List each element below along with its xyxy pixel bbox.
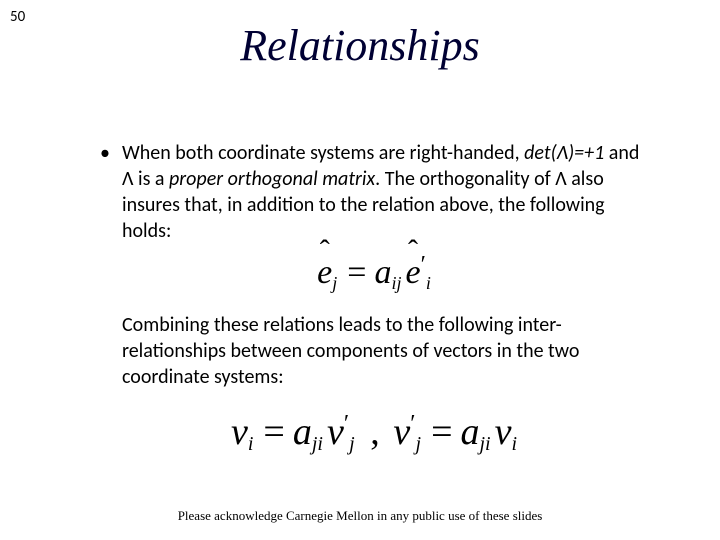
- bullet-text: When both coordinate systems are right-h…: [122, 140, 650, 244]
- footer-text: Please acknowledge Carnegie Mellon in an…: [0, 508, 720, 524]
- eq2a-rhs-sub: j: [349, 433, 355, 456]
- equation-1-math: ej = aij e′i: [317, 254, 433, 292]
- eq2b-rhs: v: [495, 410, 512, 454]
- eq1-lhs-sub: j: [332, 273, 337, 294]
- eq1-equals: =: [347, 254, 366, 292]
- eq2a-rhs: v: [327, 410, 344, 454]
- eq2a-equals: =: [263, 410, 284, 454]
- eq1-rhs-var: e: [405, 254, 420, 292]
- eq2a-coef: a: [293, 410, 312, 454]
- equation-1: ej = aij e′i: [100, 254, 650, 292]
- slide-body: • When both coordinate systems are right…: [100, 140, 650, 454]
- eq1-coef: a: [374, 254, 391, 292]
- eq2a-lhs: v: [231, 410, 248, 454]
- eq2b-coef: a: [461, 410, 480, 454]
- bullet-det: det(Λ)=+1: [524, 141, 604, 165]
- slide-title: Relationships: [0, 20, 720, 71]
- eq1-lhs-var: e: [317, 254, 332, 292]
- slide: 50 Relationships • When both coordinate …: [0, 0, 720, 540]
- eq2b-lhs: v: [393, 410, 410, 454]
- eq2a-coef-sub: ji: [312, 433, 323, 456]
- eq2b-coef-sub: ji: [480, 433, 491, 456]
- eq2b-rhs-sub: i: [512, 433, 518, 456]
- equation-2-separator: ,: [360, 410, 390, 454]
- bullet-pre: When both coordinate systems are right-h…: [122, 141, 524, 165]
- bullet-proper: proper orthogonal matrix: [169, 167, 375, 191]
- bullet-marker-icon: •: [100, 140, 122, 166]
- eq2b-equals: =: [431, 410, 452, 454]
- eq1-rhs-sub: i: [426, 273, 431, 294]
- equation-2b-math: v′j = aji vi: [393, 410, 519, 454]
- paragraph-2: Combining these relations leads to the f…: [122, 312, 650, 390]
- equation-2: vi = aji v′j , v′j = aji vi: [100, 410, 650, 454]
- eq2b-lhs-sub: j: [416, 433, 422, 456]
- eq1-coef-sub: ij: [391, 273, 401, 294]
- bullet-item: • When both coordinate systems are right…: [100, 140, 650, 244]
- eq2a-lhs-sub: i: [248, 433, 254, 456]
- equation-2a-math: vi = aji v′j: [231, 410, 357, 454]
